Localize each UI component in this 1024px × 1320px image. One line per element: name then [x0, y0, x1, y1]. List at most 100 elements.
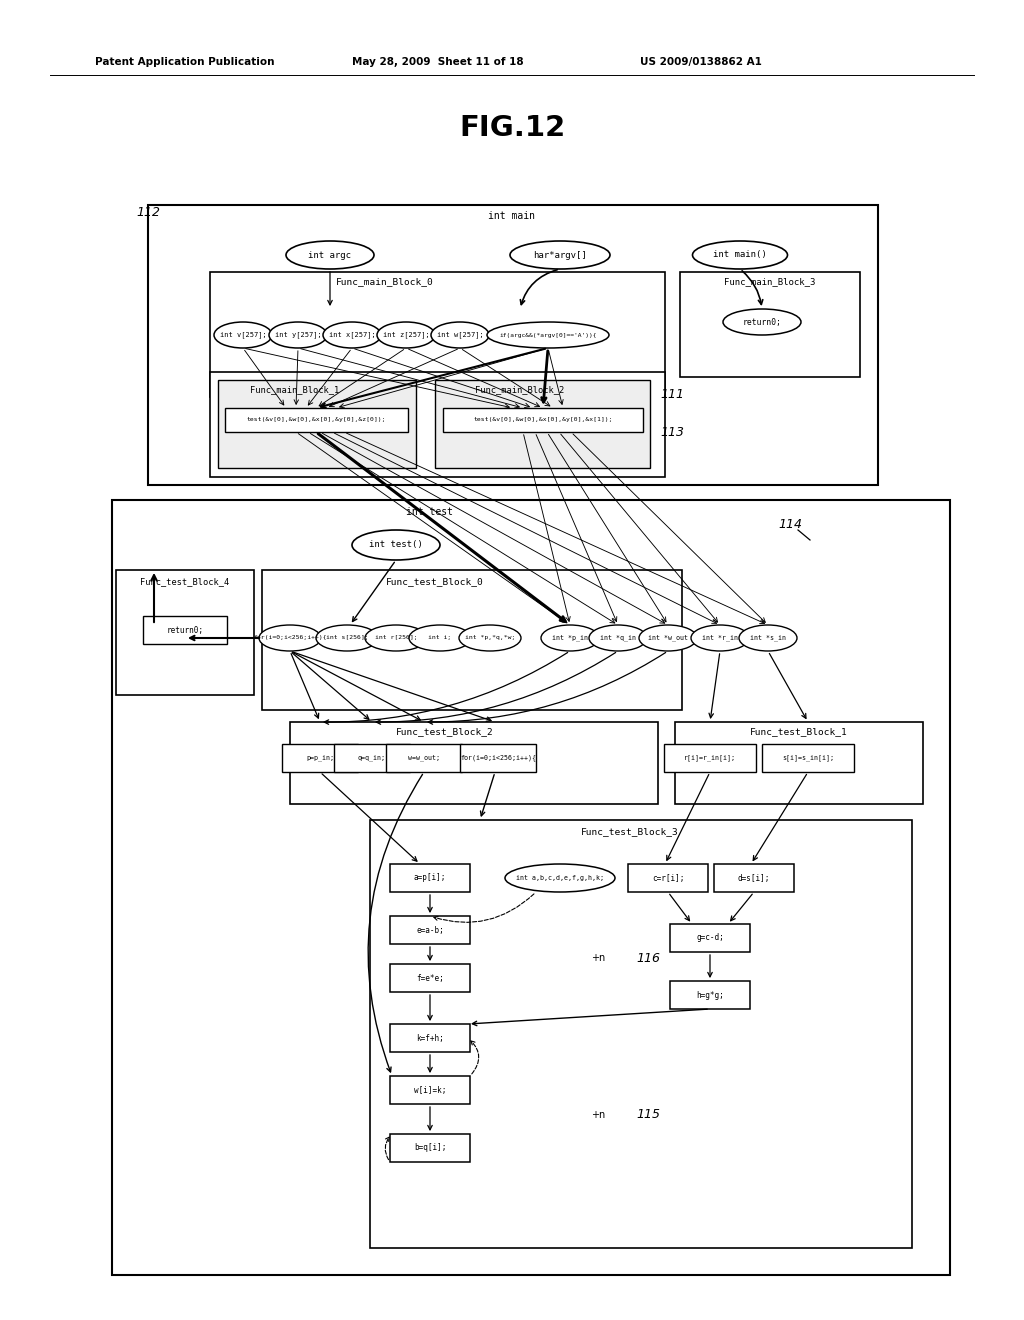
Bar	[390, 865, 470, 892]
Bar	[762, 744, 854, 772]
Text: 113: 113	[660, 425, 684, 438]
Text: har*argv[]: har*argv[]	[534, 251, 587, 260]
Bar	[116, 570, 254, 696]
Ellipse shape	[214, 322, 272, 348]
Text: Func_test_Block_3: Func_test_Block_3	[582, 828, 679, 837]
Ellipse shape	[365, 624, 427, 651]
Bar	[370, 820, 912, 1247]
Text: Func_main_Block_0: Func_main_Block_0	[336, 277, 434, 286]
Text: May 28, 2009  Sheet 11 of 18: May 28, 2009 Sheet 11 of 18	[352, 57, 523, 67]
Bar	[282, 744, 358, 772]
Text: int *p,*q,*w;: int *p,*q,*w;	[465, 635, 515, 640]
Text: g=c-d;: g=c-d;	[696, 933, 724, 942]
Bar	[210, 272, 665, 397]
Ellipse shape	[487, 322, 609, 348]
Bar	[218, 380, 416, 469]
Bar	[390, 1024, 470, 1052]
Text: int y[257];: int y[257];	[274, 331, 322, 338]
Text: a=p[i];: a=p[i];	[414, 874, 446, 883]
Text: Func_main_Block_3: Func_main_Block_3	[724, 277, 816, 286]
Text: US 2009/0138862 A1: US 2009/0138862 A1	[640, 57, 762, 67]
Ellipse shape	[377, 322, 435, 348]
Text: e=a-b;: e=a-b;	[416, 925, 443, 935]
Text: 115: 115	[636, 1109, 660, 1122]
Text: r[i]=r_in[i];: r[i]=r_in[i];	[684, 755, 736, 762]
Text: test(&v[0],&w[0],&x[0],&y[0],&x[1]);: test(&v[0],&w[0],&x[0],&y[0],&x[1]);	[473, 417, 612, 422]
Text: p=p_in;: p=p_in;	[306, 755, 334, 762]
Bar	[334, 744, 410, 772]
Bar	[675, 722, 923, 804]
Text: int x[257];: int x[257];	[329, 331, 376, 338]
Ellipse shape	[541, 624, 599, 651]
Text: int test: int test	[407, 507, 454, 517]
Text: int z[257];: int z[257];	[383, 331, 429, 338]
Text: w=w_out;: w=w_out;	[408, 755, 440, 762]
Text: Func_main_Block_2: Func_main_Block_2	[475, 385, 564, 395]
Text: w[i]=k;: w[i]=k;	[414, 1085, 446, 1094]
Bar	[225, 408, 408, 432]
Text: q=q_in;: q=q_in;	[358, 755, 386, 762]
Text: Func_test_Block_4: Func_test_Block_4	[140, 578, 229, 586]
Text: int i;: int i;	[428, 635, 452, 640]
Text: int r[256];: int r[256];	[375, 635, 418, 640]
Ellipse shape	[739, 624, 797, 651]
Ellipse shape	[505, 865, 615, 892]
Text: for(i=0;i<256;i++){: for(i=0;i<256;i++){	[460, 755, 536, 762]
Ellipse shape	[259, 624, 321, 651]
Text: int *w_out: int *w_out	[648, 635, 688, 642]
Text: Func_main_Block_1: Func_main_Block_1	[251, 385, 340, 395]
Text: b=q[i];: b=q[i];	[414, 1143, 446, 1152]
Ellipse shape	[691, 624, 749, 651]
Bar	[460, 744, 536, 772]
Text: int test(): int test()	[369, 540, 423, 549]
Bar	[210, 372, 665, 477]
Ellipse shape	[409, 624, 471, 651]
Bar	[664, 744, 756, 772]
Text: Patent Application Publication: Patent Application Publication	[95, 57, 274, 67]
Bar	[680, 272, 860, 378]
Text: int argc: int argc	[308, 251, 351, 260]
Bar	[290, 722, 658, 804]
Text: int *q_in: int *q_in	[600, 635, 636, 642]
Text: Func_test_Block_1: Func_test_Block_1	[751, 727, 848, 737]
Bar	[390, 1076, 470, 1104]
Bar	[390, 964, 470, 993]
Text: 114: 114	[778, 519, 802, 532]
Text: int *s_in: int *s_in	[750, 635, 786, 642]
Text: f=e*e;: f=e*e;	[416, 974, 443, 982]
Text: int w[257];: int w[257];	[436, 331, 483, 338]
Ellipse shape	[589, 624, 647, 651]
Text: +n: +n	[591, 1110, 605, 1119]
Text: int v[257];: int v[257];	[219, 331, 266, 338]
Text: 111: 111	[660, 388, 684, 401]
Text: return0;: return0;	[167, 626, 204, 635]
Bar	[628, 865, 708, 892]
Ellipse shape	[723, 309, 801, 335]
Text: +n: +n	[591, 953, 605, 964]
Bar	[112, 500, 950, 1275]
Text: d=s[i];: d=s[i];	[738, 874, 770, 883]
Bar	[148, 205, 878, 484]
Text: int main: int main	[488, 211, 536, 220]
Bar	[670, 924, 750, 952]
Bar	[714, 865, 794, 892]
Text: return0;: return0;	[742, 318, 781, 326]
Ellipse shape	[269, 322, 327, 348]
Bar	[390, 916, 470, 944]
Ellipse shape	[639, 624, 697, 651]
Bar	[435, 380, 650, 469]
Text: s[i]=s_in[i];: s[i]=s_in[i];	[782, 755, 834, 762]
Text: test(&v[0],&w[0],&x[0],&y[0],&z[0]);: test(&v[0],&w[0],&x[0],&y[0],&z[0]);	[246, 417, 386, 422]
Text: c=r[i];: c=r[i];	[652, 874, 684, 883]
Text: Func_test_Block_2: Func_test_Block_2	[396, 727, 494, 737]
Ellipse shape	[459, 624, 521, 651]
Text: int *r_in: int *r_in	[702, 635, 738, 642]
Ellipse shape	[431, 322, 489, 348]
Text: k=f+h;: k=f+h;	[416, 1034, 443, 1043]
Text: Func_test_Block_0: Func_test_Block_0	[386, 578, 484, 586]
Text: int s[256];: int s[256];	[326, 635, 369, 640]
Bar	[443, 408, 643, 432]
Ellipse shape	[510, 242, 610, 269]
Text: int *p_in: int *p_in	[552, 635, 588, 642]
Text: 116: 116	[636, 952, 660, 965]
